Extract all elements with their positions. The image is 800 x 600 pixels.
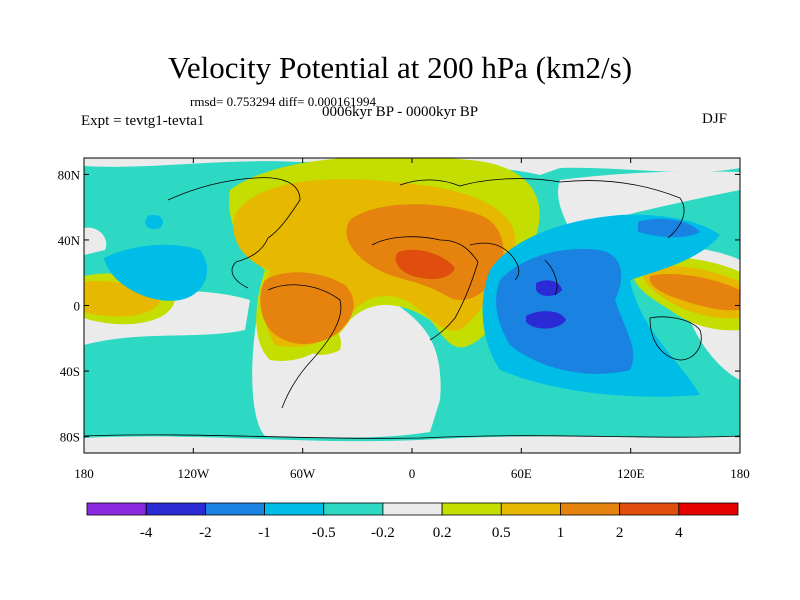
africa-coastline bbox=[371, 236, 479, 341]
negative-region--1 bbox=[496, 248, 634, 374]
colorbar-label: 1 bbox=[557, 525, 565, 541]
north-pacific-neutral-region bbox=[84, 227, 107, 255]
colorbar-label: -2 bbox=[199, 525, 212, 541]
colorbar-swatch bbox=[86, 502, 147, 516]
colorbar-label: 0.5 bbox=[492, 525, 511, 541]
stats-text: rmsd= 0.753294 diff= 0.000161994 bbox=[190, 94, 376, 109]
season-label: DJF bbox=[702, 111, 728, 127]
arabia-coastline bbox=[469, 242, 520, 281]
negative-region-japan bbox=[638, 218, 700, 238]
negative-min-north bbox=[536, 280, 562, 296]
eurasia-coastline bbox=[399, 178, 685, 239]
experiment-label: Expt = tevtg1-tevta1 bbox=[81, 113, 205, 129]
colorbar-label: -4 bbox=[140, 525, 153, 541]
lon-tick-label: 120W bbox=[177, 466, 210, 481]
colorbar: -4 -2 -1 -0.5 -0.2 0.2 0.5 1 2 4 bbox=[86, 502, 739, 541]
lon-tick-label: 180 bbox=[74, 466, 94, 481]
colorbar-label: 2 bbox=[616, 525, 624, 541]
negative-region-north-pacific bbox=[104, 244, 208, 301]
colorbar-swatch bbox=[500, 502, 561, 516]
colorbar-swatch bbox=[619, 502, 680, 516]
colorbar-label: -0.2 bbox=[371, 525, 395, 541]
chart-subtitle: 0006kyr BP - 0000kyr BP bbox=[321, 104, 479, 120]
antarctica-coastline bbox=[84, 434, 740, 439]
arctic-neutral-region bbox=[84, 158, 740, 175]
lat-tick-label: 80N bbox=[58, 167, 81, 182]
colorbar-swatch bbox=[145, 502, 206, 516]
lat-tick-label: 80S bbox=[60, 430, 80, 445]
colorbar-label: -1 bbox=[258, 525, 271, 541]
colorbar-swatch bbox=[560, 502, 621, 516]
positive-region-1-south-america bbox=[260, 272, 354, 345]
lon-tick-label: 120E bbox=[617, 466, 645, 481]
colorbar-label: 0.2 bbox=[433, 525, 452, 541]
map-field bbox=[84, 158, 740, 453]
australia-coastline bbox=[649, 316, 702, 361]
india-coastline bbox=[544, 259, 558, 296]
colorbar-swatch bbox=[441, 502, 502, 516]
longitude-axis: 180 120W 60W 0 60E 120E 180 bbox=[74, 158, 750, 481]
latitude-axis: 80N 40N 0 40S 80S bbox=[58, 167, 740, 445]
lon-tick-label: 60W bbox=[290, 466, 316, 481]
colorbar-swatch bbox=[264, 502, 325, 516]
negative-min-south bbox=[526, 311, 566, 329]
north-america-coastline bbox=[167, 177, 301, 289]
positive-max-africa bbox=[395, 249, 455, 280]
lon-tick-label: 0 bbox=[409, 466, 416, 481]
lat-tick-label: 40S bbox=[60, 364, 80, 379]
positive-region-pacific-1 bbox=[649, 273, 740, 311]
colorbar-label: 4 bbox=[675, 525, 683, 541]
lon-tick-label: 60E bbox=[511, 466, 532, 481]
colorbar-swatch bbox=[382, 502, 443, 516]
chart-title: Velocity Potential at 200 hPa (km2/s) bbox=[167, 50, 633, 85]
negative-spot-north-pacific bbox=[145, 214, 163, 230]
coastlines bbox=[84, 177, 740, 439]
north-asia-neutral-region bbox=[558, 171, 740, 230]
lon-tick-label: 180 bbox=[730, 466, 750, 481]
lat-tick-label: 40N bbox=[58, 233, 81, 248]
colorbar-swatch bbox=[323, 502, 384, 516]
colorbar-swatch bbox=[678, 502, 739, 516]
lat-tick-label: 0 bbox=[74, 299, 81, 314]
colorbar-swatch bbox=[204, 502, 265, 516]
antarctic-neutral-region bbox=[84, 436, 740, 453]
colorbar-label: -0.5 bbox=[312, 525, 336, 541]
south-america-coastline bbox=[267, 284, 342, 409]
